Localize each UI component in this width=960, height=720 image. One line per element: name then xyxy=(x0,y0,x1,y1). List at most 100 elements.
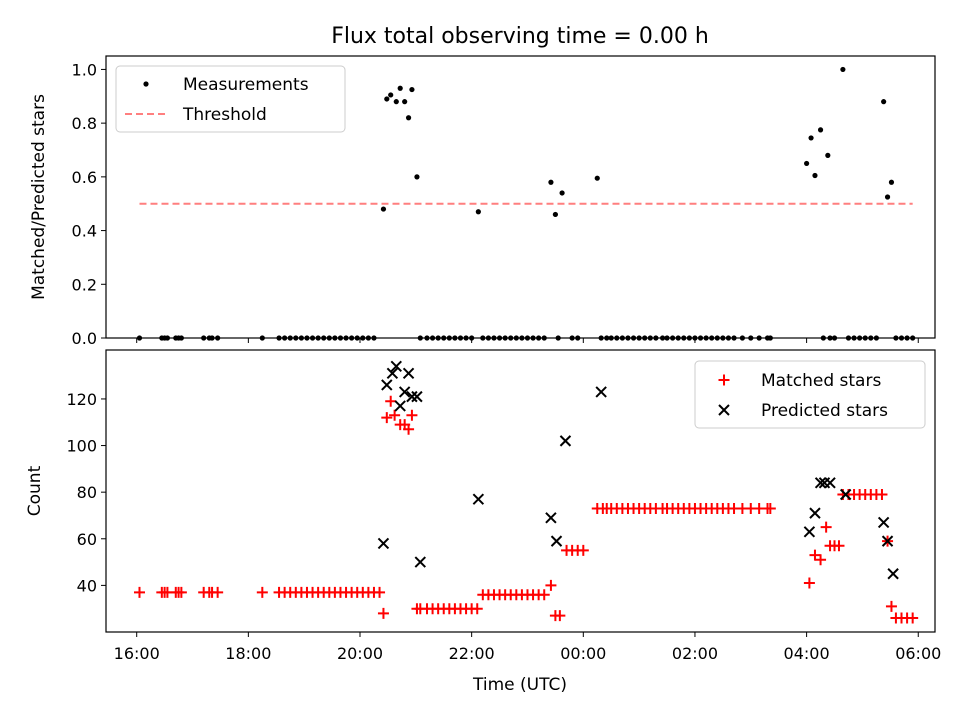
predicted-star-point xyxy=(550,535,563,547)
matched-star-point xyxy=(389,409,401,421)
predicted-star-point xyxy=(390,360,402,373)
matched-star-point xyxy=(764,502,776,514)
matched-star-point xyxy=(833,540,845,552)
top-legend: Measurements Threshold xyxy=(115,65,346,133)
matched-star-point xyxy=(820,521,832,533)
legend-predicted-label: Predicted stars xyxy=(761,401,888,421)
bottom-x-axis-label: Time (UTC) xyxy=(472,675,567,695)
top-y-ticks: 0.0 0.2 0.4 0.6 0.8 1.0 xyxy=(72,60,919,348)
matched-star-point xyxy=(907,612,919,624)
predicted-star-point xyxy=(402,367,415,380)
measurement-point xyxy=(414,174,420,180)
predicted-star-point xyxy=(545,512,557,524)
top-axes-frame xyxy=(105,55,936,339)
measurement-point xyxy=(397,85,403,91)
measurement-point xyxy=(884,194,891,200)
measurement-point xyxy=(384,96,390,102)
top-y-tick-label: 0.4 xyxy=(72,222,97,241)
matched-star-point xyxy=(212,586,224,598)
legend-matched-label: Matched stars xyxy=(761,371,881,391)
legend-matched-marker xyxy=(718,374,730,386)
top-y-tick-label: 0.0 xyxy=(72,329,97,348)
matched-star-point xyxy=(885,600,897,612)
predicted-star-point xyxy=(887,568,899,580)
matched-star-point xyxy=(385,395,397,407)
predicted-star-point xyxy=(406,390,418,403)
top-plot-area xyxy=(136,66,916,341)
matched-star-point xyxy=(403,423,415,435)
predicted-star-point xyxy=(824,477,836,489)
bottom-x-tick-label: 06:00 xyxy=(895,644,941,663)
top-y-tick-label: 0.8 xyxy=(72,114,97,133)
measurement-point xyxy=(393,99,399,105)
matched-star-point xyxy=(256,586,268,598)
bottom-x-tick-label: 02:00 xyxy=(672,644,718,663)
bottom-x-tick-label: 04:00 xyxy=(784,644,830,663)
bottom-y-tick-label: 60 xyxy=(77,530,97,549)
bottom-x-tick-label: 16:00 xyxy=(114,644,160,663)
top-y-tick-label: 0.6 xyxy=(72,168,97,187)
top-axes: 0.0 0.2 0.4 0.6 0.8 1.0 Matched/Predicted sta… xyxy=(29,55,936,348)
matched-star-point xyxy=(471,603,483,615)
matched-star-point xyxy=(381,412,393,424)
top-y-axis-label: Matched/Predicted stars xyxy=(29,94,49,300)
bottom-x-tick-label: 18:00 xyxy=(225,644,271,663)
predicted-star-point xyxy=(398,386,411,398)
bottom-y-axis-label: Count xyxy=(25,465,45,516)
matched-star-point xyxy=(803,577,815,589)
matched-star-point xyxy=(545,579,557,591)
measurement-point xyxy=(808,135,814,141)
predicted-star-point xyxy=(472,493,485,505)
bottom-y-tick-label: 40 xyxy=(77,576,97,595)
bottom-y-tick-label: 80 xyxy=(77,483,97,502)
matched-star-point xyxy=(538,589,550,601)
bottom-x-ticks: 16:00 18:00 20:00 22:00 00:00 02:00 04:00 06:00 xyxy=(114,632,941,663)
bottom-axes-frame xyxy=(105,349,936,633)
measurement-point xyxy=(594,175,600,181)
predicted-star-point xyxy=(814,477,827,489)
predicted-star-point xyxy=(381,379,393,391)
measurement-point xyxy=(548,179,554,185)
top-y-tick-label: 1.0 xyxy=(72,60,97,79)
measurement-point xyxy=(475,209,481,215)
figure-title: Flux total observing time = 0.00 h xyxy=(331,24,709,49)
measurement-point xyxy=(552,211,558,218)
predicted-star-point xyxy=(595,386,607,398)
matched-star-point xyxy=(374,586,386,598)
bottom-y-tick-label: 100 xyxy=(66,437,97,456)
matched-star-point xyxy=(377,607,389,619)
matched-star-point xyxy=(577,544,589,556)
measurement-point xyxy=(380,206,387,212)
measurement-point xyxy=(825,152,831,158)
matched-star-point xyxy=(815,554,827,566)
matched-star-point xyxy=(554,610,566,622)
matched-star-point xyxy=(809,549,821,561)
predicted-star-point xyxy=(877,516,890,529)
predicted-star-point xyxy=(394,400,406,412)
bottom-y-tick-label: 120 xyxy=(66,390,97,409)
predicted-star-point xyxy=(881,535,894,547)
bottom-axes: 40 60 80 100 120 16:00 18:00 20:00 22:00 00:00 02… xyxy=(25,349,941,695)
predicted-star-point xyxy=(377,537,390,550)
measurement-point xyxy=(804,160,810,167)
measurement-point xyxy=(840,66,846,73)
bottom-y-ticks: 40 60 80 100 120 xyxy=(66,390,106,595)
measurement-point xyxy=(405,115,412,121)
predicted-star-point xyxy=(411,390,423,403)
legend-predicted-marker xyxy=(718,404,730,416)
matched-star-point xyxy=(175,586,187,598)
bottom-plot-area xyxy=(133,360,919,624)
predicted-star-point xyxy=(839,488,852,501)
measurement-point xyxy=(559,190,565,196)
predicted-star-point xyxy=(386,367,399,380)
matched-star-point xyxy=(406,409,418,421)
top-y-tick-label: 0.2 xyxy=(72,275,97,294)
measurement-point xyxy=(402,99,408,105)
bottom-legend-box xyxy=(694,360,926,429)
matched-star-point xyxy=(133,586,145,598)
measurement-point xyxy=(388,92,394,98)
bottom-x-tick-label: 22:00 xyxy=(449,644,495,663)
legend-threshold-label: Threshold xyxy=(182,105,267,125)
measurement-point xyxy=(888,179,895,185)
